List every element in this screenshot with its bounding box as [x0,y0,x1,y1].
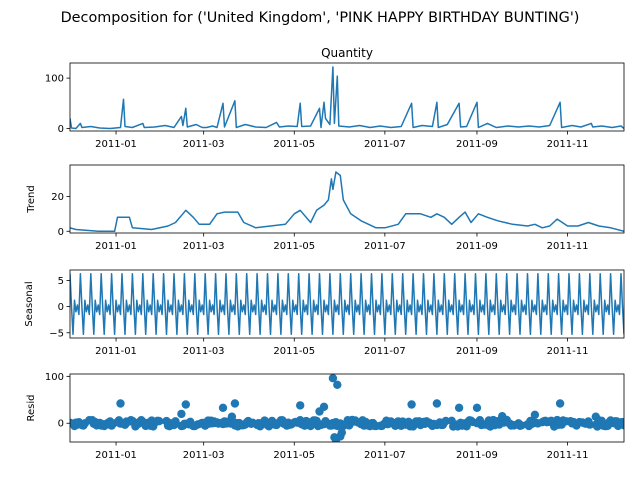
x-tick-label: 2011-09 [456,241,498,252]
series-line [70,66,624,130]
plot-area-2 [70,272,624,336]
resid-point [498,412,507,421]
x-tick-label: 2011-11 [547,241,589,252]
y-tick-label: −5 [49,328,64,339]
resid-point [454,403,464,412]
panels: Quantity 0 100 2011-01 2011-03 2011-05 2011-07… [24,46,625,461]
x-tick-label: 2011-01 [95,139,137,150]
x-tick-label: 2011-09 [456,139,498,150]
x-tick-label: 2011-11 [547,450,589,461]
resid-point [171,417,180,426]
x-tick-label: 2011-09 [456,346,498,357]
y-tick-label: 100 [45,74,64,85]
x-tick-label: 2011-05 [273,346,315,357]
x-tick-label: 2011-11 [547,139,589,150]
figure-title: Decomposition for ('United Kingdom', 'PI… [61,10,580,26]
plot-area-3 [70,374,624,442]
x-tick-label: 2011-01 [95,241,137,252]
y-tick-label: 100 [45,372,64,383]
x-tick-label: 2011-07 [364,346,406,357]
resid-point [227,412,237,421]
resid-point [116,399,125,408]
series-line [70,171,624,233]
resid-point [337,428,346,437]
x-tick-label: 2011-05 [273,450,315,461]
x-tick-label: 2011-03 [183,139,225,150]
axes-frame [69,373,625,443]
resid-point [530,410,540,419]
resid-point [585,420,594,429]
x-tick-label: 2011-01 [95,450,137,461]
resid-point [333,380,342,389]
plot-area-0 [70,66,624,130]
x-tick-label: 2011-07 [364,450,406,461]
x-tick-label: 2011-09 [456,450,498,461]
panel-1: 0 20 Trend 2011-01 2011-03 2011-05 2011-07 2011… [26,164,625,252]
resid-point [472,403,482,412]
x-tick-label: 2011-03 [183,241,225,252]
y-axis-label: Trend [26,185,37,213]
x-tick-label: 2011-03 [183,346,225,357]
panel-title: Quantity [321,46,373,60]
axes-frame [69,62,625,132]
resid-point [154,416,164,426]
resid-point [181,400,190,409]
x-tick-label: 2011-03 [183,450,225,461]
x-tick-label: 2011-05 [273,241,315,252]
y-axis-label: Resid [26,395,37,422]
resid-point [230,399,240,408]
y-tick-label: 0 [58,124,64,135]
resid-point [591,412,600,421]
resid-point [441,416,450,426]
x-tick-label: 2011-11 [547,346,589,357]
y-tick-label: 0 [58,302,64,313]
resid-point [327,421,336,430]
x-tick-label: 2011-07 [364,241,406,252]
panel-2: −5 0 5 Seasonal 2011-01 2011-03 2011-05 2011-07… [24,269,625,357]
x-tick-label: 2011-07 [364,139,406,150]
series-line [70,272,624,336]
resid-point [407,400,416,409]
resid-point [218,403,228,412]
resid-point [619,421,624,430]
resid-point [432,399,442,408]
resid-point [177,409,186,419]
x-tick-label: 2011-01 [95,346,137,357]
axes-frame [69,269,625,339]
resid-point [555,399,565,408]
axes-frame [69,164,625,234]
panel-0: Quantity 0 100 2011-01 2011-03 2011-05 2011-07… [45,46,625,150]
y-axis-label: Seasonal [24,281,35,326]
y-tick-label: 20 [51,192,64,203]
plot-area-1 [70,171,624,233]
resid-point [328,374,338,383]
resid-point [296,401,305,410]
panel-3: 0 100 Resid 2011-01 2011-03 2011-05 2011-07 201… [26,372,625,461]
y-tick-label: 0 [58,227,64,238]
resid-point [319,402,329,411]
y-tick-label: 5 [58,276,64,287]
y-tick-label: 0 [58,419,64,430]
x-tick-label: 2011-05 [273,139,315,150]
